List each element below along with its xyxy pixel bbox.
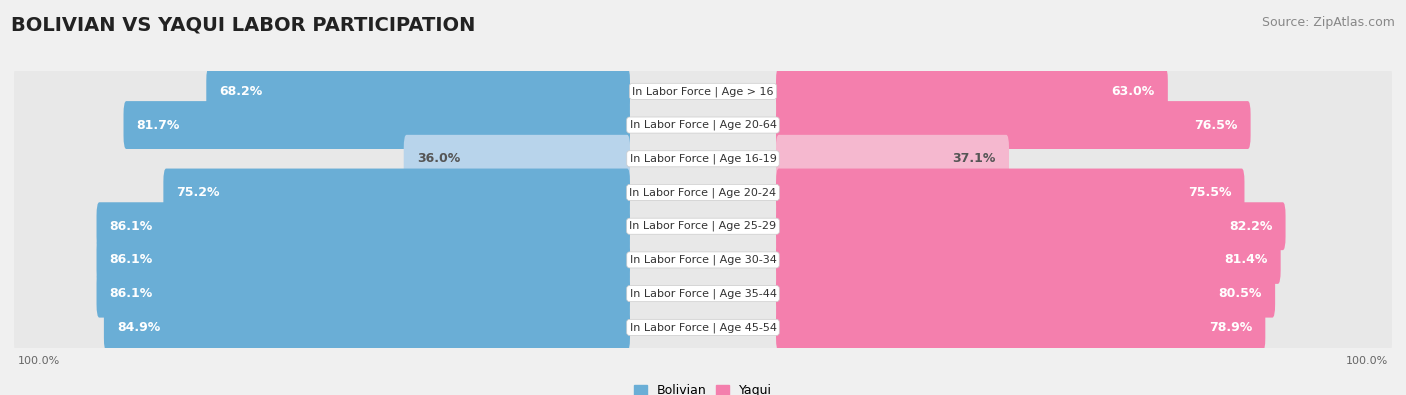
Text: 36.0%: 36.0% [416,152,460,165]
Text: 68.2%: 68.2% [219,85,263,98]
FancyBboxPatch shape [14,94,1392,156]
FancyBboxPatch shape [776,68,1168,115]
Text: 100.0%: 100.0% [17,356,59,366]
FancyBboxPatch shape [104,303,630,351]
Text: 84.9%: 84.9% [117,321,160,334]
FancyBboxPatch shape [776,303,1265,351]
Text: 86.1%: 86.1% [110,287,153,300]
Text: 63.0%: 63.0% [1112,85,1154,98]
Text: In Labor Force | Age > 16: In Labor Force | Age > 16 [633,86,773,97]
FancyBboxPatch shape [14,229,1392,291]
Text: In Labor Force | Age 30-34: In Labor Force | Age 30-34 [630,255,776,265]
Text: BOLIVIAN VS YAQUI LABOR PARTICIPATION: BOLIVIAN VS YAQUI LABOR PARTICIPATION [11,16,475,35]
FancyBboxPatch shape [97,270,630,318]
FancyBboxPatch shape [14,263,1392,324]
FancyBboxPatch shape [124,101,630,149]
Text: 78.9%: 78.9% [1209,321,1253,334]
Text: In Labor Force | Age 35-44: In Labor Force | Age 35-44 [630,288,776,299]
Text: 80.5%: 80.5% [1219,287,1263,300]
Text: 86.1%: 86.1% [110,254,153,267]
Text: In Labor Force | Age 45-54: In Labor Force | Age 45-54 [630,322,776,333]
Text: 75.2%: 75.2% [177,186,219,199]
FancyBboxPatch shape [776,169,1244,216]
Text: 86.1%: 86.1% [110,220,153,233]
Text: 37.1%: 37.1% [952,152,995,165]
FancyBboxPatch shape [776,135,1010,183]
FancyBboxPatch shape [97,202,630,250]
Text: 76.5%: 76.5% [1194,118,1237,132]
Text: Source: ZipAtlas.com: Source: ZipAtlas.com [1261,16,1395,29]
FancyBboxPatch shape [14,196,1392,257]
FancyBboxPatch shape [14,162,1392,223]
FancyBboxPatch shape [14,61,1392,122]
Text: 82.2%: 82.2% [1229,220,1272,233]
Text: In Labor Force | Age 20-64: In Labor Force | Age 20-64 [630,120,776,130]
Text: In Labor Force | Age 20-24: In Labor Force | Age 20-24 [630,187,776,198]
Text: In Labor Force | Age 16-19: In Labor Force | Age 16-19 [630,154,776,164]
Text: In Labor Force | Age 25-29: In Labor Force | Age 25-29 [630,221,776,231]
FancyBboxPatch shape [404,135,630,183]
FancyBboxPatch shape [97,236,630,284]
Text: 81.4%: 81.4% [1225,254,1268,267]
Legend: Bolivian, Yaqui: Bolivian, Yaqui [628,379,778,395]
FancyBboxPatch shape [776,202,1285,250]
FancyBboxPatch shape [776,101,1250,149]
FancyBboxPatch shape [14,297,1392,358]
FancyBboxPatch shape [163,169,630,216]
FancyBboxPatch shape [14,128,1392,190]
Text: 75.5%: 75.5% [1188,186,1232,199]
Text: 100.0%: 100.0% [1347,356,1389,366]
FancyBboxPatch shape [776,270,1275,318]
Text: 81.7%: 81.7% [136,118,180,132]
FancyBboxPatch shape [776,236,1281,284]
FancyBboxPatch shape [207,68,630,115]
